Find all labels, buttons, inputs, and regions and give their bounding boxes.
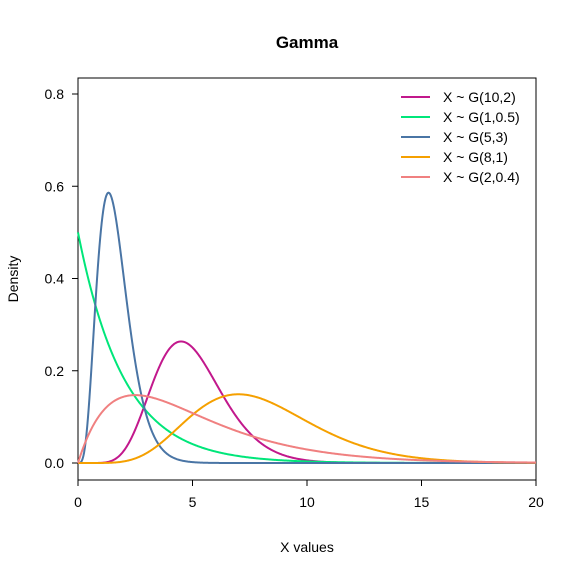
chart-title: Gamma [276, 33, 339, 52]
series-line-1 [77, 232, 537, 464]
y-tick-label: 0.6 [45, 178, 65, 194]
series-line-0 [77, 340, 537, 464]
y-tick-label: 0.0 [45, 455, 65, 471]
y-tick-label: 0.8 [45, 86, 65, 102]
legend-label: X ~ G(8,1) [443, 149, 508, 165]
series-curves [77, 191, 537, 464]
x-tick-label: 15 [414, 494, 430, 510]
series-line-3 [77, 393, 537, 464]
x-axis-label: X values [280, 539, 334, 555]
legend-label: X ~ G(1,0.5) [443, 109, 520, 125]
legend-label: X ~ G(5,3) [443, 129, 508, 145]
x-tick-label: 20 [528, 494, 544, 510]
series-line-4 [77, 394, 537, 464]
x-tick-label: 5 [189, 494, 197, 510]
x-axis: 0 5 10 15 20 [74, 479, 544, 510]
legend-label: X ~ G(2,0.4) [443, 169, 520, 185]
y-tick-label: 0.4 [45, 271, 65, 287]
legend-label: X ~ G(10,2) [443, 89, 516, 105]
x-tick-label: 0 [74, 494, 82, 510]
y-axis-label: Density [5, 256, 21, 303]
y-tick-label: 0.2 [45, 363, 65, 379]
series-line-2 [77, 191, 537, 464]
y-axis: 0.0 0.2 0.4 0.6 0.8 [45, 86, 79, 471]
legend: X ~ G(10,2) X ~ G(1,0.5) X ~ G(5,3) X ~ G(8… [401, 89, 520, 185]
x-tick-label: 10 [299, 494, 315, 510]
